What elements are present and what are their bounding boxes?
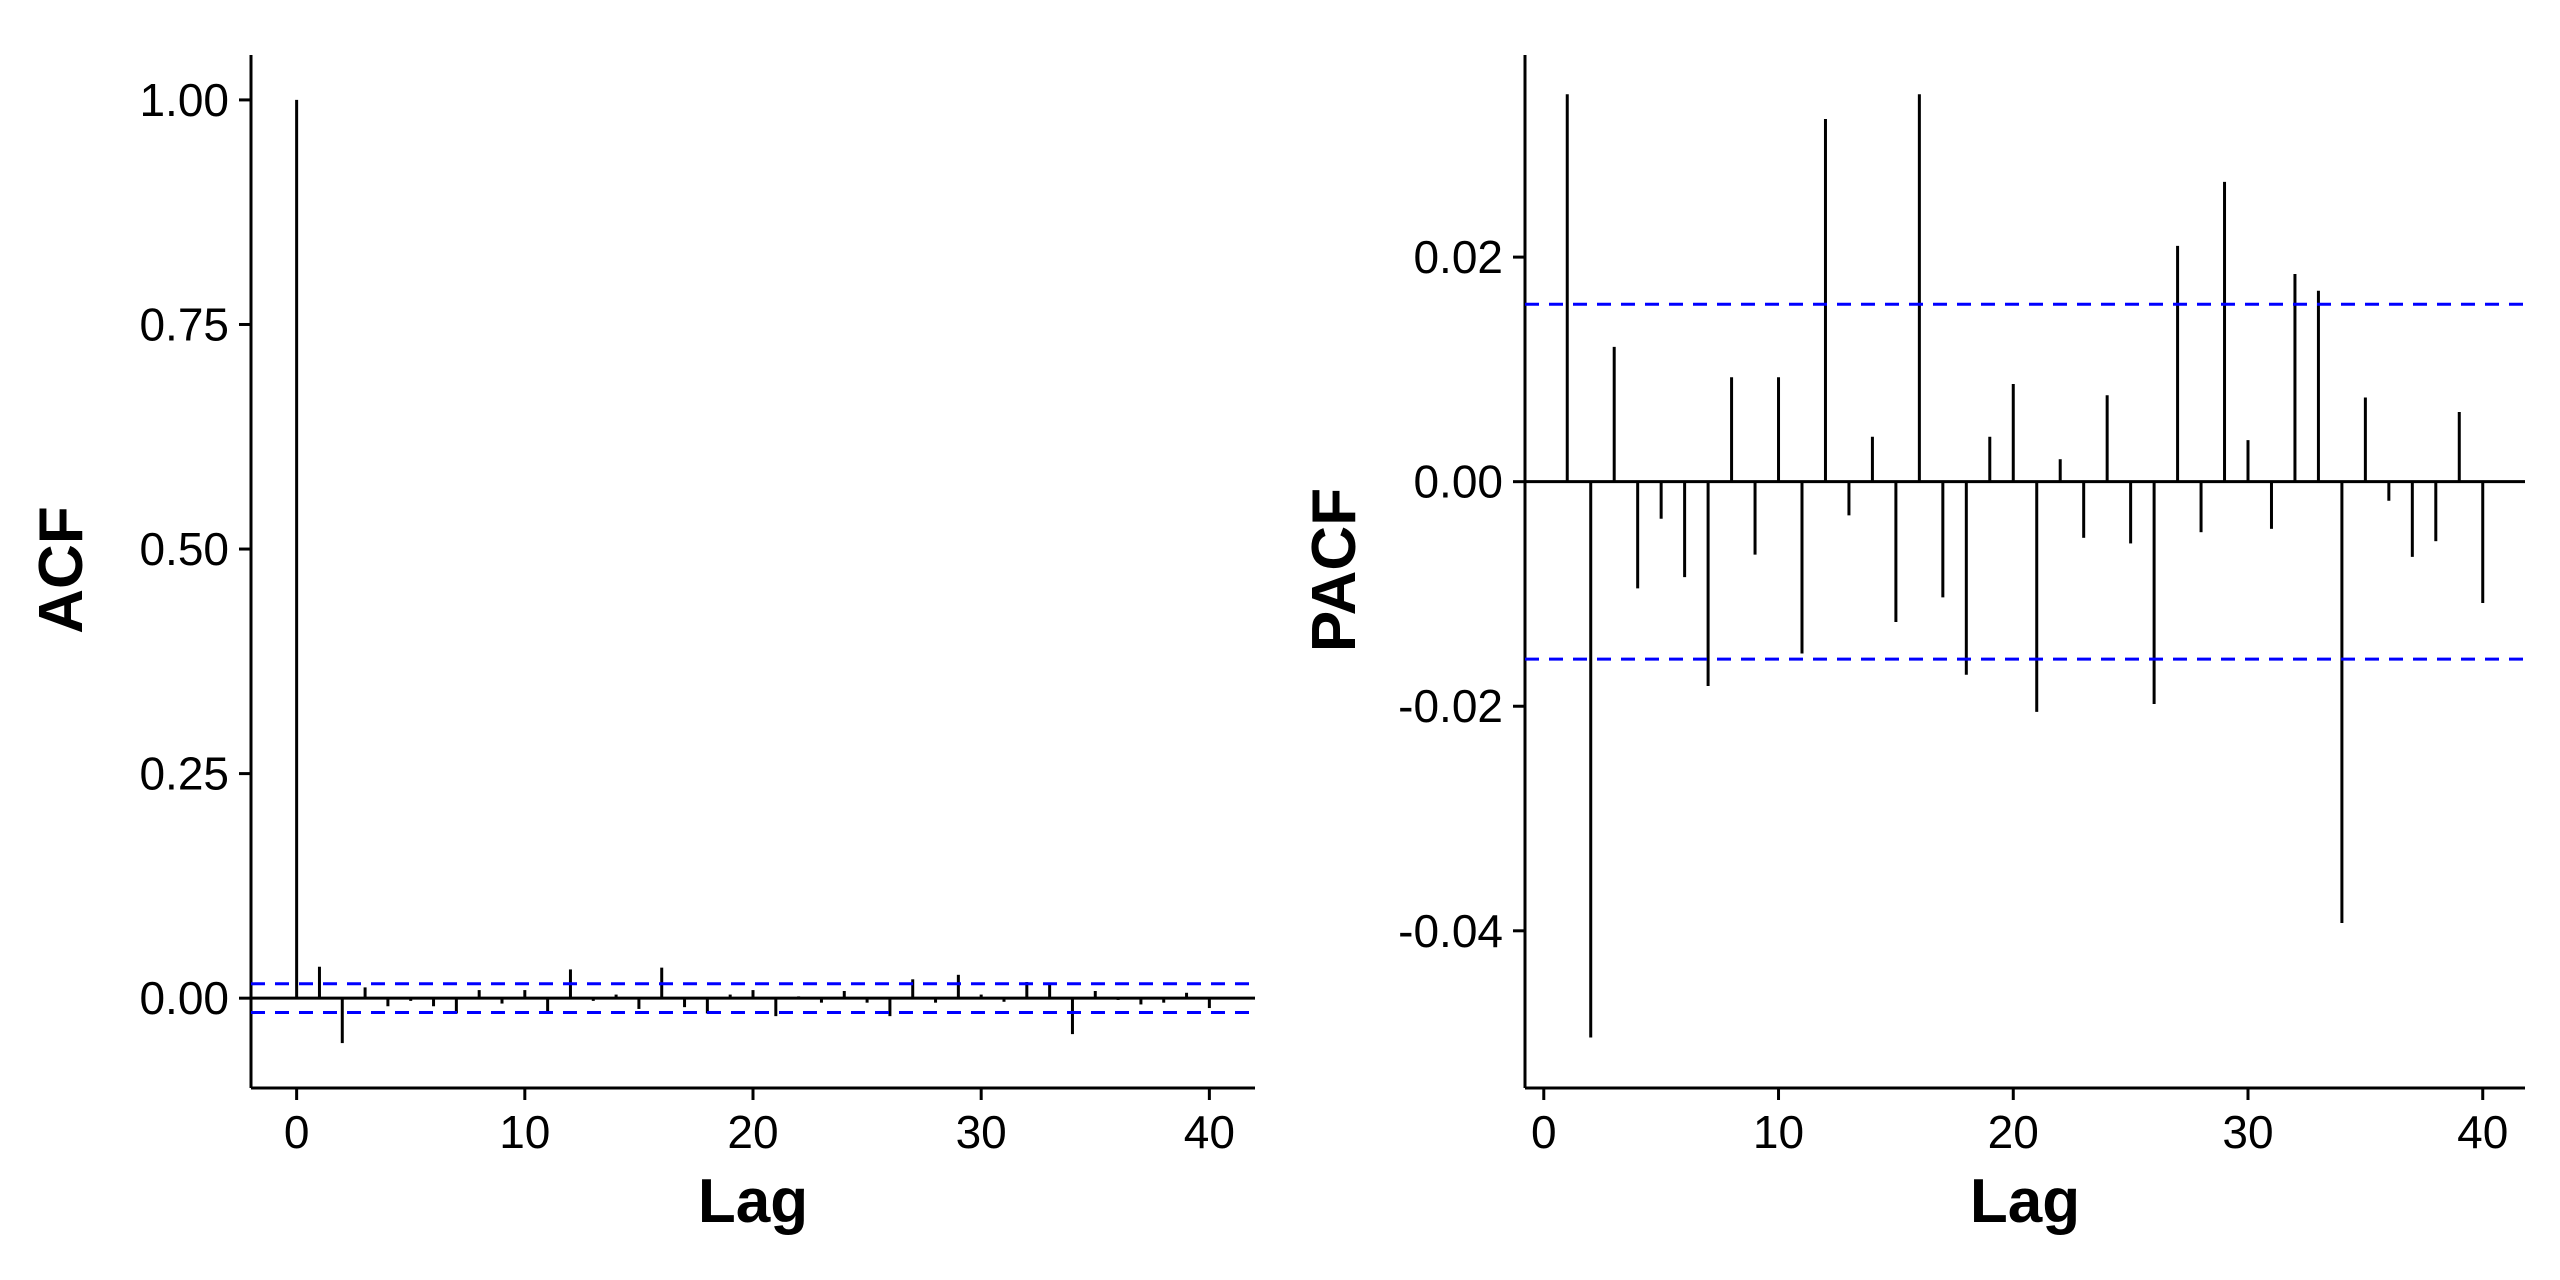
x-axis-title: Lag [1970,1167,2080,1236]
x-tick-label: 10 [499,1106,550,1158]
x-tick-label: 20 [727,1106,778,1158]
x-tick-label: 0 [1531,1106,1557,1158]
y-tick-label: 0.25 [139,748,229,800]
x-axis-title: Lag [698,1167,808,1236]
y-tick-label: 0.00 [139,972,229,1024]
x-tick-label: 40 [1184,1106,1235,1158]
x-tick-label: 30 [2222,1106,2273,1158]
x-tick-label: 30 [956,1106,1007,1158]
pacf-panel: -0.04 -0.02 0.00 0.02 0 10 20 30 40 Lag PACF [1300,55,2525,1236]
x-tick-label: 10 [1753,1106,1804,1158]
y-axis-title: PACF [1300,488,1369,652]
y-tick-label: 0.02 [1413,231,1503,283]
acf-panel: 0.00 0.25 0.50 0.75 1.00 0 10 20 30 40 Lag ACF [27,55,1255,1236]
y-tick-label: 0.75 [139,298,229,350]
y-tick-label: -0.04 [1398,905,1503,957]
y-axis-title: ACF [27,506,96,633]
y-tick-label: 0.50 [139,523,229,575]
x-tick-label: 20 [1988,1106,2039,1158]
y-tick-label: 0.00 [1413,456,1503,508]
x-tick-label: 40 [2457,1106,2508,1158]
x-tick-label: 0 [284,1106,310,1158]
y-tick-label: -0.02 [1398,680,1503,732]
y-tick-label: 1.00 [139,74,229,126]
